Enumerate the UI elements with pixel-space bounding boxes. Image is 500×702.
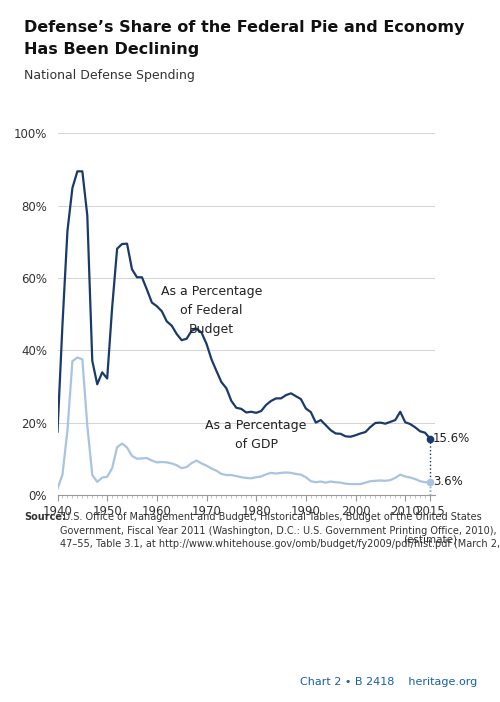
Text: National Defense Spending: National Defense Spending — [24, 69, 195, 82]
Text: Source:: Source: — [24, 512, 66, 522]
Text: 15.6%: 15.6% — [433, 432, 470, 445]
Text: (estimate): (estimate) — [403, 535, 457, 545]
Text: 3.6%: 3.6% — [433, 475, 463, 489]
Text: U.S. Office of Management and Budget, Historical Tables, Budget of the United St: U.S. Office of Management and Budget, Hi… — [60, 512, 500, 549]
Text: Defense’s Share of the Federal Pie and Economy: Defense’s Share of the Federal Pie and E… — [24, 20, 464, 34]
Text: As a Percentage
of GDP: As a Percentage of GDP — [206, 419, 307, 451]
Text: Chart 2 • B 2418    heritage.org: Chart 2 • B 2418 heritage.org — [300, 677, 478, 687]
Text: As a Percentage
of Federal
Budget: As a Percentage of Federal Budget — [161, 285, 262, 336]
Text: Has Been Declining: Has Been Declining — [24, 42, 199, 57]
